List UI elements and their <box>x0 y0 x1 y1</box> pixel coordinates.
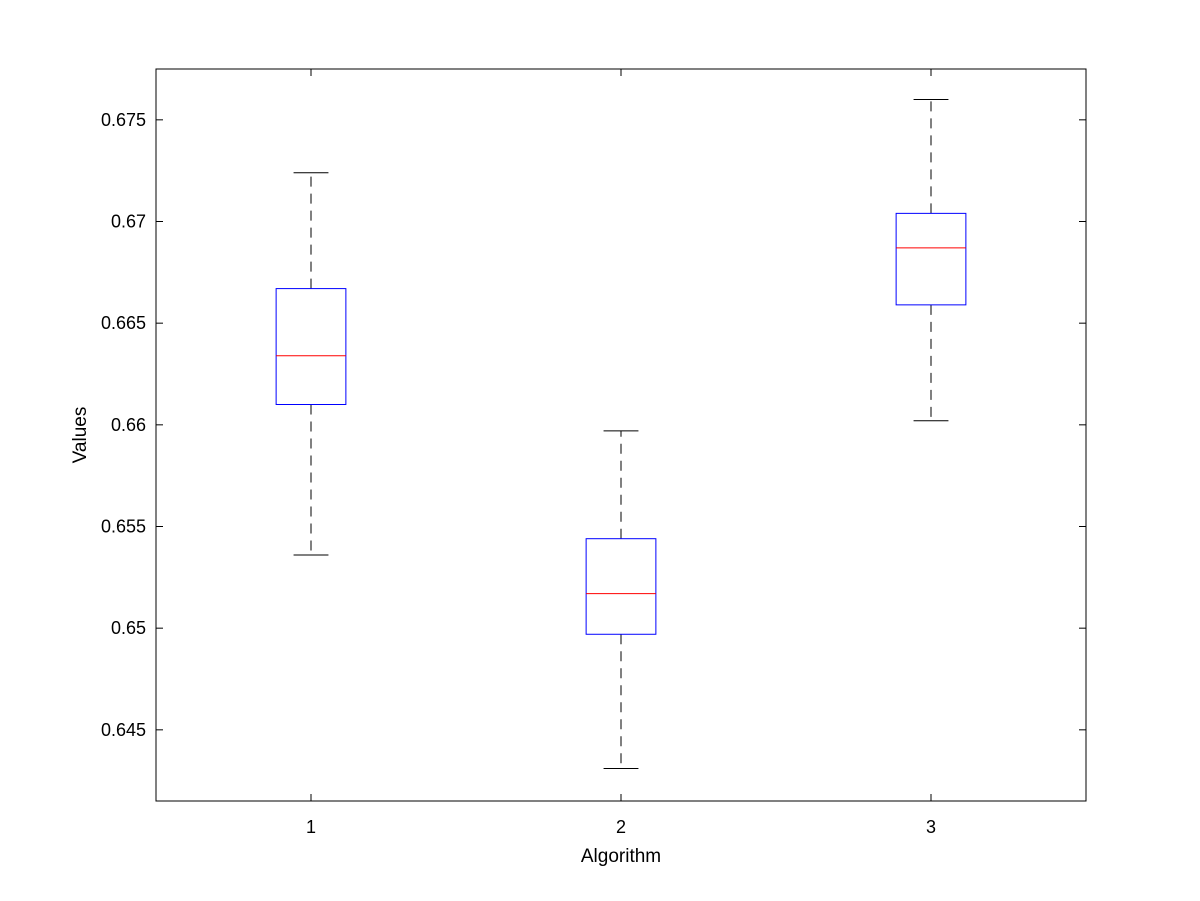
y-axis-ticks: 0.645 0.65 0.655 0.66 0.665 0.67 0.675 <box>101 110 1086 740</box>
interquartile-box <box>585 538 657 635</box>
y-tick-label: 0.665 <box>101 313 146 333</box>
x-tick-label: 3 <box>926 817 936 837</box>
box-group-3 <box>895 99 967 422</box>
y-tick-label: 0.66 <box>111 415 146 435</box>
x-tick-label: 2 <box>616 817 626 837</box>
y-tick-label: 0.675 <box>101 110 146 130</box>
box-group-1 <box>275 172 347 556</box>
box-group-2 <box>585 430 657 769</box>
box-series <box>275 99 967 769</box>
x-tick-label: 1 <box>306 817 316 837</box>
interquartile-box <box>895 212 967 306</box>
x-axis-label: Algorithm <box>581 846 661 867</box>
y-tick-label: 0.655 <box>101 517 146 537</box>
y-axis-label: Values <box>70 407 91 464</box>
y-tick-label: 0.65 <box>111 618 146 638</box>
x-axis-ticks: 1 2 3 <box>306 69 936 837</box>
y-tick-label: 0.645 <box>101 720 146 740</box>
y-tick-label: 0.67 <box>111 212 146 232</box>
interquartile-box <box>275 288 347 406</box>
